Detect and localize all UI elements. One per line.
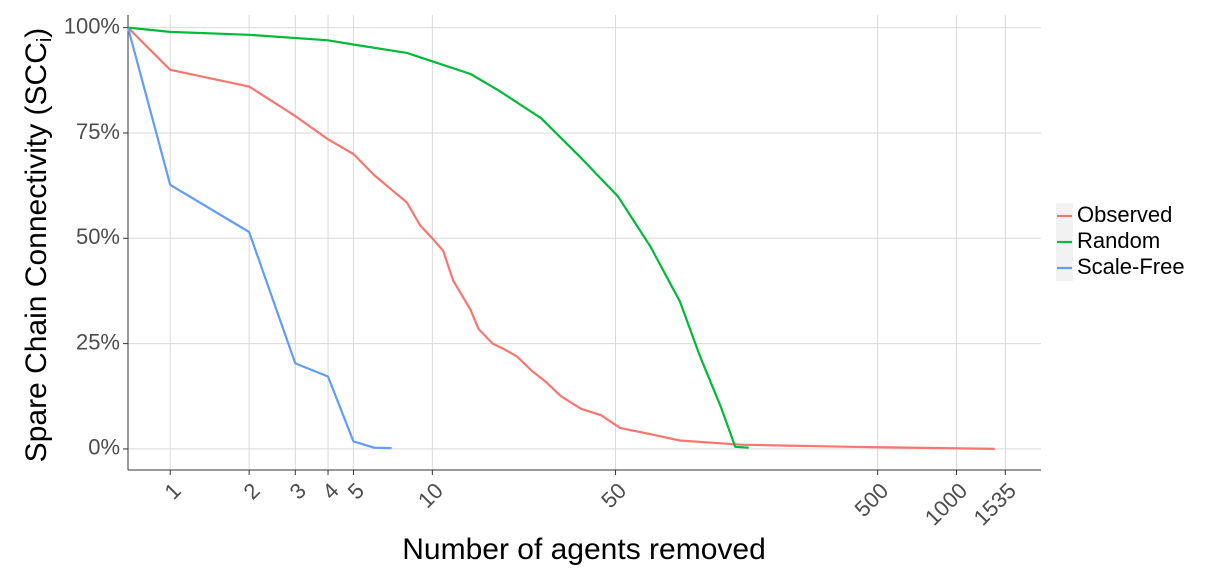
x-tick-label: 4 (317, 478, 343, 504)
y-tick-label: 75% (76, 119, 120, 144)
x-tick-label: 3 (285, 478, 311, 504)
line-series (127, 26, 749, 449)
y-axis-title-main: Spare Chain Connectivity (SCC (20, 42, 53, 462)
y-axis-title-sub: i (34, 38, 56, 42)
x-tick-label: 5 (343, 478, 369, 504)
y-tick-label: 25% (76, 329, 120, 354)
y-tick-label: 50% (76, 224, 120, 249)
y-axis-title: Spare Chain Connectivity (SCCi) (20, 28, 56, 463)
y-tick-label: 0% (88, 435, 120, 460)
x-tick-label: 1 (160, 478, 186, 504)
x-tick-label: 50 (596, 478, 631, 513)
legend-label: Scale-Free (1077, 254, 1185, 279)
y-axis-title-end: ) (20, 28, 53, 38)
x-axis-title: Number of agents removed (402, 533, 766, 566)
line-series (127, 26, 995, 450)
x-tick-label: 500 (850, 478, 894, 522)
x-tick-label: 1535 (969, 478, 1021, 530)
line-series (126, 27, 392, 450)
y-tick-label: 100% (64, 13, 120, 38)
x-tick-label: 10 (413, 478, 448, 513)
legend-label: Random (1077, 228, 1160, 253)
x-tick-label: 1000 (920, 478, 972, 530)
legend-label: Observed (1077, 202, 1172, 227)
x-tick-label: 2 (238, 478, 264, 504)
